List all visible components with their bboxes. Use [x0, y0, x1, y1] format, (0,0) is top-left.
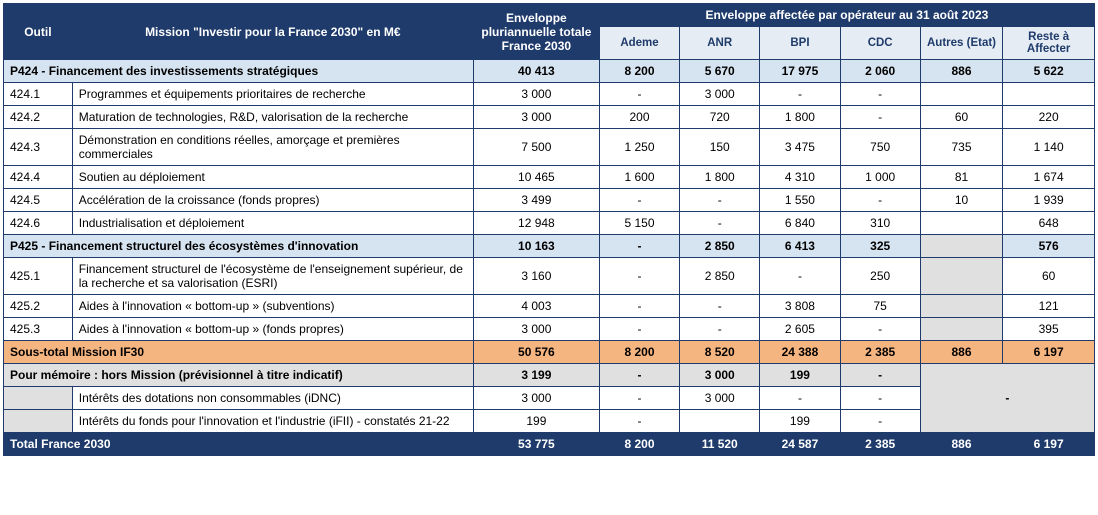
row-code: 424.6 — [4, 212, 73, 235]
memoire-merged-cell: - — [920, 364, 1094, 433]
p424-header-row: P424 - Financement des investissements s… — [4, 60, 1095, 83]
col-anr: ANR — [680, 27, 760, 60]
memoire-header-row: Pour mémoire : hors Mission (prévisionne… — [4, 364, 1095, 387]
p424-row-5: 424.6Industrialisation et déploiement12 … — [4, 212, 1095, 235]
row-label: Aides à l'innovation « bottom-up » (fond… — [72, 318, 473, 341]
row-code: 424.4 — [4, 166, 73, 189]
hdr-mission: Mission "Investir pour la France 2030" e… — [72, 4, 473, 60]
grand-total-row: Total France 2030 53 775 8 200 11 520 24… — [4, 433, 1095, 456]
p425-row-0: 425.1Financement structurel de l'écosyst… — [4, 258, 1095, 295]
row-code: 424.2 — [4, 106, 73, 129]
col-autres: Autres (Etat) — [920, 27, 1003, 60]
col-cdc: CDC — [840, 27, 920, 60]
memoire-title: Pour mémoire : hors Mission (prévisionne… — [4, 364, 474, 387]
p424-row-2: 424.3Démonstration en conditions réelles… — [4, 129, 1095, 166]
p425-header-row: P425 - Financement structurel des écosys… — [4, 235, 1095, 258]
col-bpi: BPI — [760, 27, 840, 60]
row-label: Accélération de la croissance (fonds pro… — [72, 189, 473, 212]
row-code: 425.3 — [4, 318, 73, 341]
france-2030-table: Outil Mission "Investir pour la France 2… — [3, 3, 1095, 456]
p424-total: 40 413 — [473, 60, 599, 83]
p425-row-2: 425.3Aides à l'innovation « bottom-up » … — [4, 318, 1095, 341]
p424-row-0: 424.1Programmes et équipements prioritai… — [4, 83, 1095, 106]
hdr-enveloppe-affectee: Enveloppe affectée par opérateur au 31 a… — [599, 4, 1094, 27]
hdr-outil: Outil — [4, 4, 73, 60]
row-code: 424.3 — [4, 129, 73, 166]
grand-total-title: Total France 2030 — [4, 433, 474, 456]
subtotal-title: Sous-total Mission IF30 — [4, 341, 474, 364]
p424-row-1: 424.2 Maturation de technologies, R&D, v… — [4, 106, 1095, 129]
p424-row-4: 424.5Accélération de la croissance (fond… — [4, 189, 1095, 212]
row-label: Aides à l'innovation « bottom-up » (subv… — [72, 295, 473, 318]
row-code: 425.2 — [4, 295, 73, 318]
row-label: Financement structurel de l'écosystème d… — [72, 258, 473, 295]
col-ademe: Ademe — [599, 27, 679, 60]
row-code: 425.1 — [4, 258, 73, 295]
header-row-1: Outil Mission "Investir pour la France 2… — [4, 4, 1095, 27]
subtotal-row: Sous-total Mission IF30 50 576 8 200 8 5… — [4, 341, 1095, 364]
p425-title: P425 - Financement structurel des écosys… — [4, 235, 474, 258]
row-label: Démonstration en conditions réelles, amo… — [72, 129, 473, 166]
row-label: Programmes et équipements prioritaires d… — [72, 83, 473, 106]
row-label: Maturation de technologies, R&D, valoris… — [72, 106, 473, 129]
p425-row-1: 425.2Aides à l'innovation « bottom-up » … — [4, 295, 1095, 318]
row-label: Industrialisation et déploiement — [72, 212, 473, 235]
col-reste: Reste à Affecter — [1003, 27, 1095, 60]
p424-title: P424 - Financement des investissements s… — [4, 60, 474, 83]
row-code: 424.1 — [4, 83, 73, 106]
row-label: Soutien au déploiement — [72, 166, 473, 189]
row-code: 424.5 — [4, 189, 73, 212]
p424-row-3: 424.4Soutien au déploiement10 4651 6001 … — [4, 166, 1095, 189]
hdr-enveloppe-totale: Enveloppe pluriannuelle totale France 20… — [473, 4, 599, 60]
